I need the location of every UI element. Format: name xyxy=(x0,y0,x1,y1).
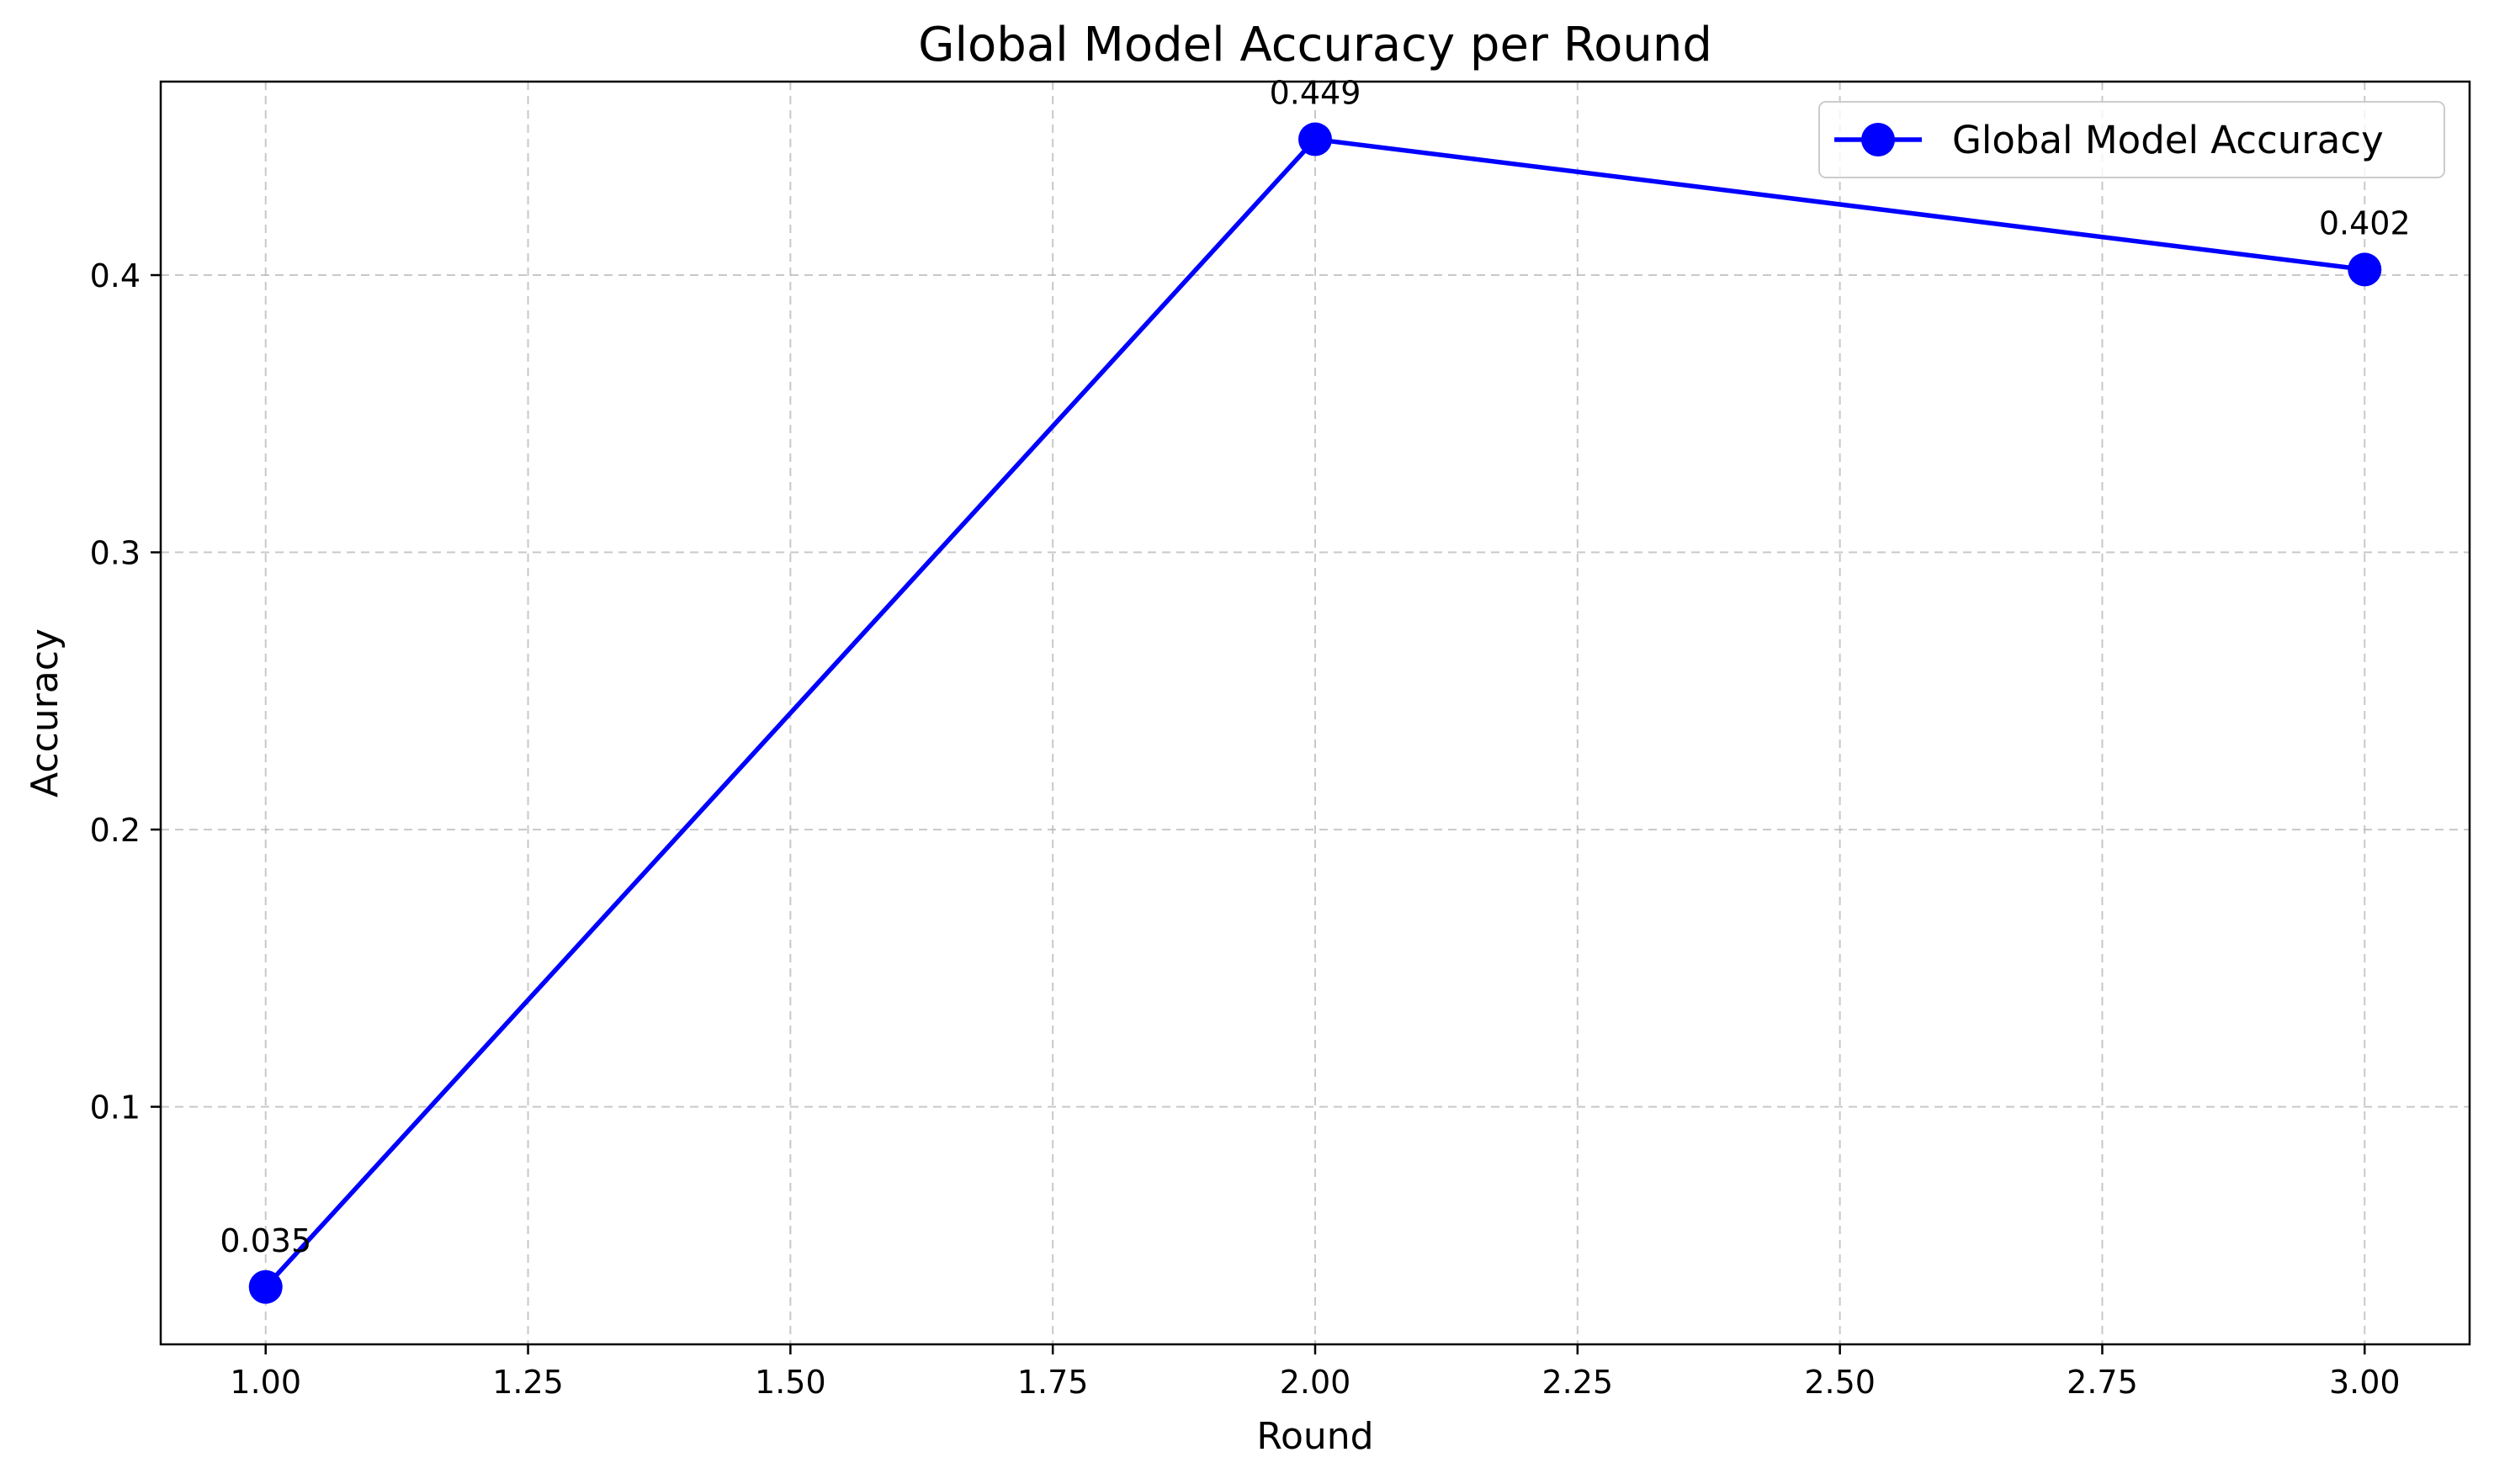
data-label: 0.402 xyxy=(2319,204,2411,241)
ticks: 1.00 1.25 1.50 1.75 2.00 2.25 2.50 2.75 3.00 0.1 0… xyxy=(90,257,2401,1401)
legend: Global Model Accuracy xyxy=(1818,101,2445,178)
y-axis-label: Accuracy xyxy=(24,628,66,798)
data-label: 0.449 xyxy=(1270,75,1361,112)
x-tick-label: 1.00 xyxy=(230,1364,301,1401)
x-tick-label: 2.50 xyxy=(1804,1364,1876,1401)
x-axis-label: Round xyxy=(1256,1415,1373,1458)
data-label: 0.035 xyxy=(220,1222,311,1259)
data-point xyxy=(248,1269,283,1304)
y-tick-label: 0.3 xyxy=(90,535,141,572)
series-layer: 0.035 0.449 0.402 xyxy=(220,75,2411,1304)
legend-label: Global Model Accuracy xyxy=(1952,118,2384,162)
y-tick-label: 0.4 xyxy=(90,257,141,294)
x-tick-label: 1.50 xyxy=(755,1364,826,1401)
legend-marker-swatch xyxy=(1861,123,1895,156)
grid xyxy=(161,82,2470,1344)
x-tick-label: 1.25 xyxy=(492,1364,564,1401)
data-point xyxy=(2348,252,2382,287)
y-tick-label: 0.2 xyxy=(90,812,141,849)
x-tick-label: 3.00 xyxy=(2329,1364,2401,1401)
x-tick-label: 2.75 xyxy=(2067,1364,2138,1401)
legend-box xyxy=(1818,101,2445,178)
x-tick-label: 2.25 xyxy=(1542,1364,1614,1401)
y-tick-label: 0.1 xyxy=(90,1089,141,1126)
chart-title: Global Model Accuracy per Round xyxy=(918,18,1712,72)
x-tick-label: 1.75 xyxy=(1017,1364,1089,1401)
data-point xyxy=(1298,122,1332,156)
x-tick-label: 2.00 xyxy=(1280,1364,1351,1401)
